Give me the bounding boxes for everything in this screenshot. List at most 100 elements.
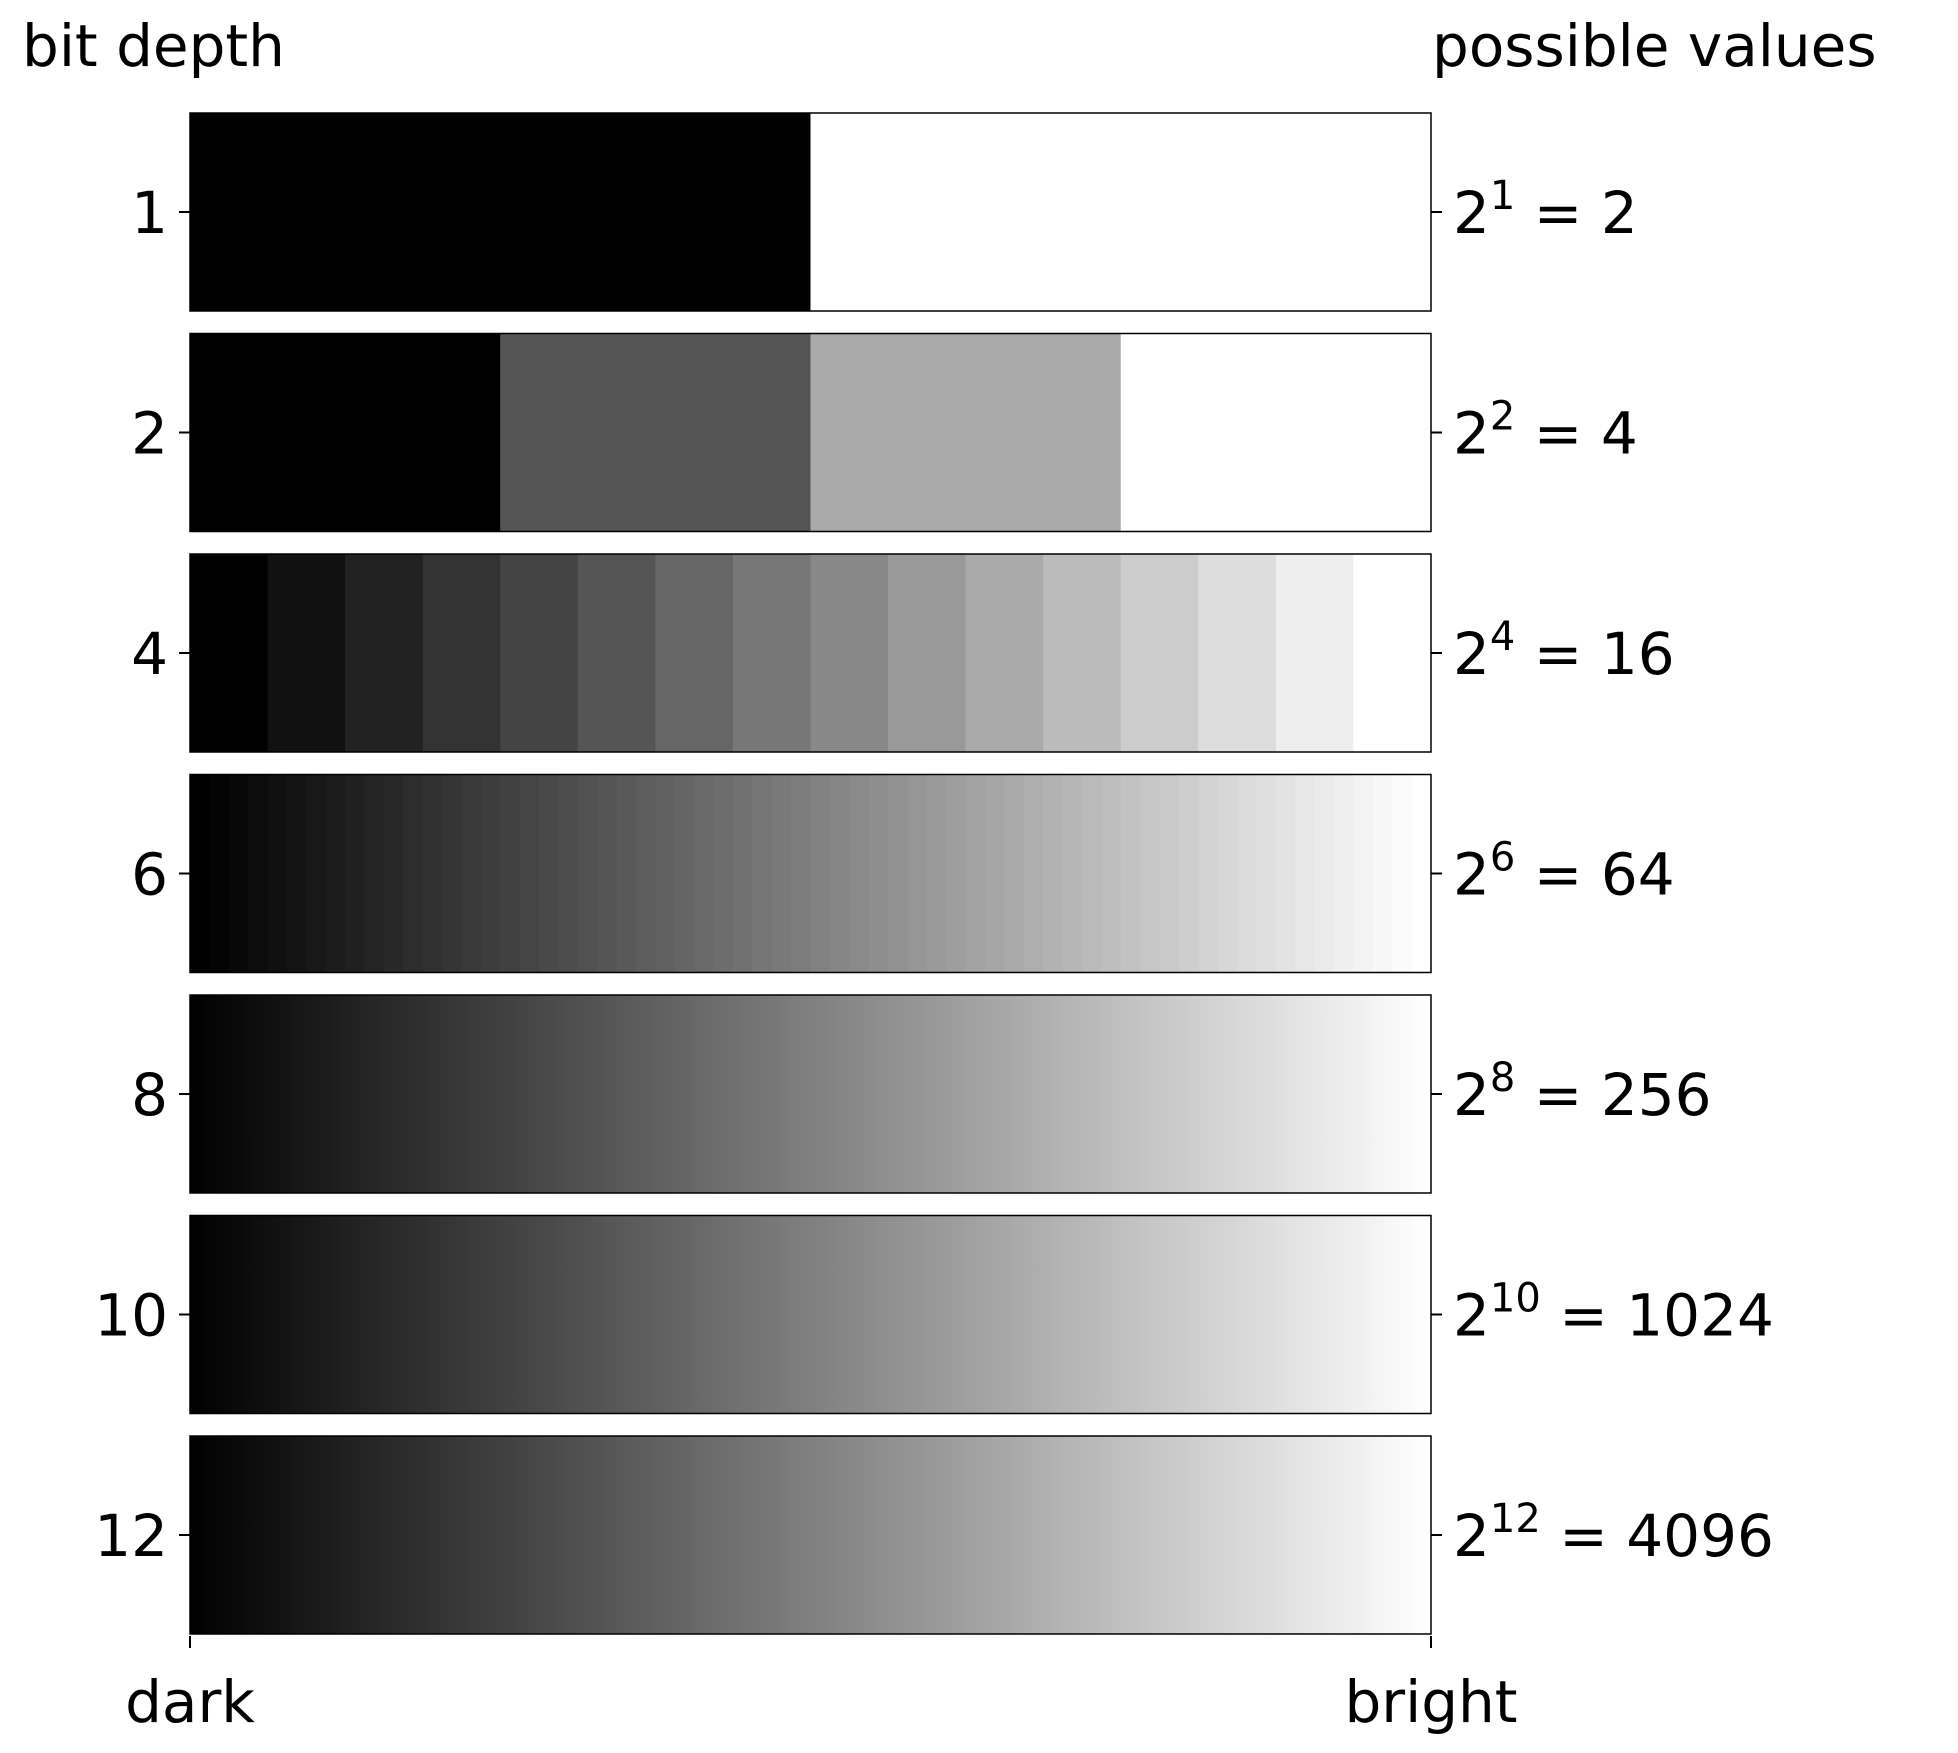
gray-level-cell bbox=[1004, 774, 1025, 973]
possible-values-label: 210 = 1024 bbox=[1453, 1276, 1774, 1350]
gray-level-cell bbox=[1120, 333, 1432, 532]
power-base: 2 bbox=[1453, 620, 1490, 688]
gray-level-cell bbox=[500, 774, 521, 973]
power-exponent: 6 bbox=[1490, 835, 1515, 881]
gray-level-cell bbox=[500, 554, 579, 752]
gray-level-cell bbox=[422, 554, 501, 752]
gray-level-cell bbox=[1081, 774, 1102, 973]
gray-level-cell bbox=[190, 113, 812, 311]
possible-values-label: 28 = 256 bbox=[1453, 1055, 1712, 1129]
x-label-dark: dark bbox=[125, 1668, 255, 1736]
gray-level-cell bbox=[849, 774, 870, 973]
possible-values-title: possible values bbox=[1432, 12, 1877, 80]
gray-level-cell bbox=[1353, 554, 1432, 752]
gray-level-cell bbox=[829, 774, 850, 973]
gray-level-cell bbox=[577, 774, 598, 973]
gradient-row: 8 28 = 256 bbox=[131, 994, 1712, 1194]
gray-level-cell bbox=[1392, 774, 1413, 973]
gray-level-cell bbox=[190, 333, 501, 532]
gray-level-cell bbox=[1062, 774, 1083, 973]
power-result: = 1024 bbox=[1541, 1282, 1774, 1350]
gray-level-cell bbox=[1159, 774, 1180, 973]
gray-level-cell bbox=[1295, 774, 1316, 973]
gray-level-cell bbox=[267, 774, 288, 973]
gray-level-cell bbox=[577, 554, 656, 752]
gradient-row: 1 21 = 2 bbox=[131, 112, 1638, 312]
bit-depth-label: 4 bbox=[131, 620, 168, 688]
gray-level-cell bbox=[1372, 774, 1393, 973]
gray-level-cell bbox=[868, 774, 889, 973]
gray-level-cell bbox=[1314, 774, 1335, 973]
gray-level-cell bbox=[519, 774, 540, 973]
gray-level-cell bbox=[1217, 774, 1238, 973]
power-result: = 4096 bbox=[1541, 1502, 1774, 1570]
gray-level-cell bbox=[364, 774, 385, 973]
gray-level-cell bbox=[616, 774, 637, 973]
power-exponent: 12 bbox=[1490, 1496, 1541, 1542]
gray-level-cell bbox=[1198, 774, 1219, 973]
gray-level-cell bbox=[480, 774, 501, 973]
gray-level-cell bbox=[286, 774, 307, 973]
gray-level-cell bbox=[267, 554, 346, 752]
gray-level-cell bbox=[1353, 774, 1374, 973]
gradient-row: 2 22 = 4 bbox=[131, 332, 1638, 533]
possible-values-label: 22 = 4 bbox=[1453, 394, 1638, 468]
bit-depth-label: 10 bbox=[94, 1282, 168, 1350]
gray-level-cell bbox=[248, 774, 269, 973]
gray-level-cell bbox=[1023, 774, 1044, 973]
gray-gradient-fill bbox=[190, 995, 1431, 1193]
gray-level-cell bbox=[306, 774, 327, 973]
gray-level-cell bbox=[635, 774, 656, 973]
gray-level-cell bbox=[985, 774, 1006, 973]
gray-level-cell bbox=[558, 774, 579, 973]
gray-level-cell bbox=[228, 774, 249, 973]
gray-level-cell bbox=[810, 774, 831, 973]
power-result: = 16 bbox=[1515, 620, 1674, 688]
power-base: 2 bbox=[1453, 179, 1490, 247]
gray-level-cell bbox=[926, 774, 947, 973]
gray-level-cell bbox=[1043, 554, 1122, 752]
gray-level-cell bbox=[539, 774, 560, 973]
gray-level-cell bbox=[694, 774, 715, 973]
gray-level-cell bbox=[597, 774, 618, 973]
bit-depth-title: bit depth bbox=[22, 12, 285, 80]
gray-level-cell bbox=[771, 774, 792, 973]
gray-level-cell bbox=[209, 774, 230, 973]
gray-level-cell bbox=[907, 774, 928, 973]
gray-level-cell bbox=[732, 774, 753, 973]
gradient-row: 12 212 = 4096 bbox=[94, 1435, 1774, 1635]
gray-level-cell bbox=[1256, 774, 1277, 973]
power-base: 2 bbox=[1453, 1061, 1490, 1129]
gray-level-cell bbox=[1120, 774, 1141, 973]
gray-level-cell bbox=[1178, 774, 1199, 973]
gray-level-cell bbox=[1237, 774, 1258, 973]
gray-level-cell bbox=[422, 774, 443, 973]
x-label-bright: bright bbox=[1344, 1668, 1517, 1736]
gray-level-cell bbox=[1198, 554, 1277, 752]
gray-level-cell bbox=[325, 774, 346, 973]
bit-depth-label: 2 bbox=[131, 400, 168, 468]
gray-level-cell bbox=[1275, 554, 1355, 752]
power-result: = 2 bbox=[1515, 179, 1637, 247]
power-base: 2 bbox=[1453, 400, 1490, 468]
gray-level-cell bbox=[1334, 774, 1355, 973]
gray-level-cell bbox=[190, 774, 210, 973]
gray-level-cell bbox=[1275, 774, 1296, 973]
gray-level-cell bbox=[810, 554, 889, 752]
possible-values-label: 21 = 2 bbox=[1453, 173, 1638, 247]
gradient-row: 6 26 = 64 bbox=[131, 773, 1675, 974]
gray-level-cell bbox=[965, 774, 986, 973]
gray-level-cell bbox=[946, 774, 967, 973]
gray-level-cell bbox=[752, 774, 773, 973]
gray-level-cell bbox=[655, 554, 734, 752]
power-base: 2 bbox=[1453, 1502, 1490, 1570]
gradient-row: 4 24 = 16 bbox=[131, 553, 1675, 753]
power-base: 2 bbox=[1453, 1282, 1490, 1350]
gray-level-cell bbox=[888, 554, 967, 752]
possible-values-label: 212 = 4096 bbox=[1453, 1496, 1774, 1570]
gray-level-cell bbox=[461, 774, 482, 973]
gray-level-cell bbox=[500, 333, 812, 532]
gray-level-cell bbox=[1043, 774, 1064, 973]
gray-level-cell bbox=[965, 554, 1044, 752]
power-exponent: 4 bbox=[1490, 614, 1515, 660]
